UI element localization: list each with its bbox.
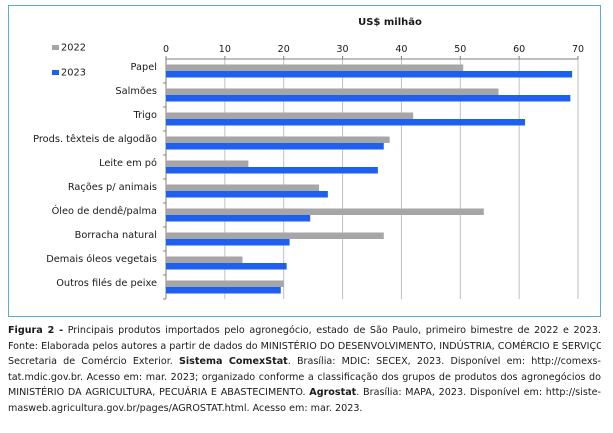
category-label: Rações p/ animais — [68, 182, 157, 193]
bar-2022 — [166, 232, 384, 239]
caption-source-line-4: MINISTÉRIO DA AGRICULTURA, PECUÁRIA E AB… — [8, 385, 601, 401]
category-label: Demais óleos vegetais — [46, 253, 157, 265]
caption-source-line-5: masweb.agricultura.gov.br/pages/AGROSTAT… — [8, 402, 363, 414]
caption-source-line-1: Fonte: Elaborada pelos autores a partir … — [8, 340, 601, 352]
bar-2022 — [166, 112, 414, 119]
bar-2023 — [166, 143, 384, 150]
x-tick-label: 20 — [278, 44, 290, 55]
chart-title: US$ milhão — [358, 17, 422, 28]
bar-2022 — [166, 280, 284, 287]
caption-figure-title: Principais produtos importados pelo agro… — [67, 325, 601, 336]
x-tick-label: 70 — [572, 44, 584, 55]
bar-2023 — [166, 119, 526, 126]
legend-swatch-2023 — [52, 70, 59, 75]
x-tick-label: 50 — [454, 44, 466, 55]
bar-2023 — [166, 239, 290, 246]
bar-2023 — [166, 167, 378, 174]
bar-2023 — [166, 287, 281, 294]
bar-2022 — [166, 64, 464, 71]
caption-source-name: Sistema ComexStat — [178, 356, 288, 368]
category-label: Trigo — [132, 110, 157, 121]
legend-label-2023: 2023 — [61, 68, 86, 79]
category-label: Borracha natural — [75, 230, 157, 241]
caption-text: . Brasília: MAPA, 2023. Disponível em: h… — [356, 387, 601, 399]
bar-2023 — [166, 191, 328, 198]
category-label: Óleo de dendê/palma — [52, 204, 157, 217]
chart-frame: US$ milhão 0 10 20 30 40 50 60 70 Papel Salmões Tri… — [8, 5, 601, 317]
caption-source-name: Agrostat — [309, 387, 357, 399]
bar-2022 — [166, 256, 243, 263]
caption-line-1: Figura 2 - Principais produtos importado… — [8, 323, 601, 339]
caption-source-line-3: tat.mdic.gov.br. Acesso em: mar. 2023; o… — [8, 371, 601, 383]
caption-figure-label: Figura 2 - — [8, 325, 64, 336]
bar-2022 — [166, 160, 249, 167]
figure-caption: Figura 2 - Principais produtos importado… — [8, 323, 601, 417]
legend-swatch-2022 — [52, 45, 59, 50]
category-label: Leite em pó — [99, 157, 157, 169]
bar-2023 — [166, 95, 571, 102]
caption-source-line-2: Secretaria de Comércio Exterior. Sistema… — [8, 354, 601, 370]
bar-2022 — [166, 136, 390, 143]
bar-2022 — [166, 208, 484, 215]
x-tick-label: 10 — [219, 44, 231, 55]
category-label: Prods. têxteis de algodão — [33, 133, 157, 145]
x-tick-label: 0 — [163, 44, 169, 55]
caption-text: . Brasília: MDIC: SECEX, 2023. Disponíve… — [287, 356, 601, 368]
x-tick-label: 40 — [395, 44, 407, 55]
caption-text: Secretaria de Comércio Exterior. — [8, 356, 173, 368]
bar-2022 — [166, 184, 320, 191]
category-label: Papel — [131, 62, 157, 73]
category-label: Salmões — [115, 86, 157, 97]
bar-2023 — [166, 263, 287, 270]
x-tick-label: 30 — [337, 44, 349, 55]
x-tick-label: 60 — [513, 44, 525, 55]
legend-label-2022: 2022 — [61, 43, 86, 54]
bar-2022 — [166, 88, 499, 95]
caption-text: MINISTÉRIO DA AGRICULTURA, PECUÁRIA E AB… — [8, 387, 306, 399]
category-label: Outros filés de peixe — [56, 277, 157, 289]
bar-chart: US$ milhão 0 10 20 30 40 50 60 70 Papel Salmões Tri… — [33, 17, 584, 300]
bar-2023 — [166, 71, 573, 78]
bar-2023 — [166, 215, 311, 222]
